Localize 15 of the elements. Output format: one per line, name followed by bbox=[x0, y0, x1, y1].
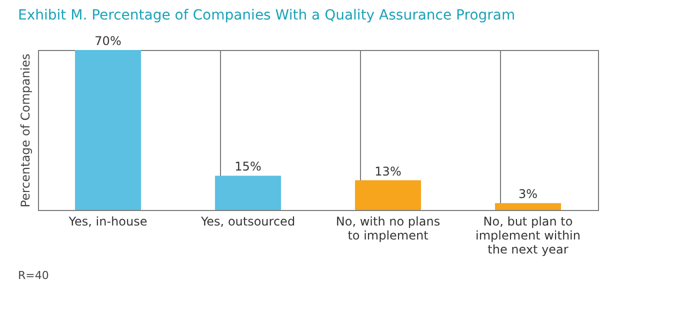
x-tick-label: No, but plan to implement within the next year bbox=[476, 214, 580, 256]
data-label: 3% bbox=[518, 187, 538, 202]
text: R=40 bbox=[18, 269, 49, 282]
bar bbox=[495, 203, 561, 210]
bar bbox=[355, 180, 421, 210]
x-tick-label: Yes, outsourced bbox=[200, 214, 296, 228]
chart-title: Exhibit M. Percentage of Companies With a Quality Assurance Program bbox=[18, 8, 516, 24]
data-label: 70% bbox=[94, 34, 122, 48]
bar bbox=[75, 50, 141, 210]
data-label: 13% bbox=[374, 164, 402, 178]
x-tick-label: Yes, in-house bbox=[68, 214, 148, 228]
bar bbox=[215, 176, 281, 210]
x-tick-label: No, with no plans to implement bbox=[336, 214, 440, 242]
y-axis-title: Percentage of Companies bbox=[18, 54, 32, 208]
data-label: 15% bbox=[234, 160, 262, 174]
